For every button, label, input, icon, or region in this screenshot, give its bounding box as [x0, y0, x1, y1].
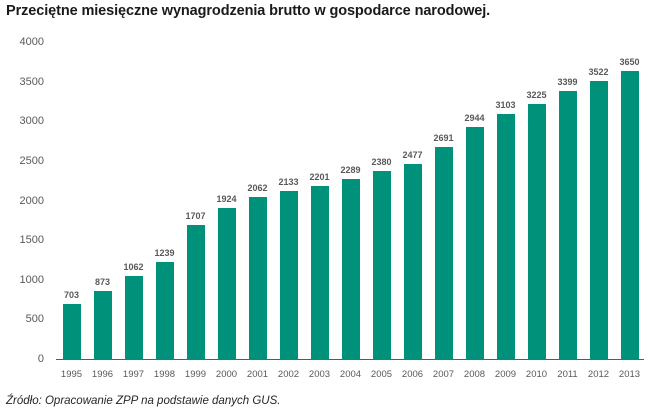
x-tick-label: 2011 — [557, 369, 578, 380]
bar-value-label: 3399 — [557, 76, 578, 87]
bar-value-label: 2133 — [278, 176, 299, 187]
x-tick-label: 2004 — [339, 369, 362, 380]
y-tick-label: 1500 — [19, 234, 44, 247]
x-tick-label: 2003 — [308, 369, 331, 380]
y-tick-label: 2000 — [19, 194, 44, 207]
y-tick-label: 2500 — [19, 154, 44, 167]
x-tick-label: 1995 — [60, 369, 83, 380]
bar-value-label: 3103 — [495, 100, 516, 111]
bar-value-label: 703 — [63, 290, 80, 301]
x-tick-label: 2007 — [432, 369, 455, 380]
source-note: Źródło: Opracowanie ZPP na podstawie dan… — [6, 395, 281, 407]
bar-value-label: 1924 — [216, 193, 237, 204]
bar-value-label: 3522 — [588, 66, 609, 77]
x-tick-label: 2001 — [246, 369, 269, 380]
y-tick-label: 1000 — [19, 273, 44, 286]
bar-value-label: 2201 — [309, 171, 330, 182]
bar — [279, 190, 298, 360]
x-tick-label: 2000 — [215, 369, 238, 380]
bar-value-label: 3650 — [619, 56, 640, 67]
x-tick-label: 1998 — [153, 369, 176, 380]
bar — [341, 178, 360, 360]
bar-value-label: 2477 — [402, 149, 423, 160]
x-tick-label: 2013 — [618, 369, 641, 380]
x-tick-label: 2005 — [370, 369, 393, 380]
x-tick-label: 1999 — [184, 369, 207, 380]
chart-title: Przeciętne miesięczne wynagrodzenia brut… — [6, 3, 491, 19]
bar — [403, 163, 422, 360]
bar — [124, 275, 143, 360]
bar-value-label: 1239 — [154, 247, 175, 258]
bar-value-label: 1062 — [123, 261, 144, 272]
x-tick-label: 1997 — [122, 369, 145, 380]
bar — [496, 114, 515, 360]
bar-value-label: 873 — [94, 276, 111, 287]
y-tick-label: 4000 — [19, 36, 44, 48]
x-tick-label: 2006 — [401, 369, 424, 380]
bar — [248, 196, 267, 360]
bar-value-label: 1707 — [185, 210, 206, 221]
bar — [527, 104, 546, 360]
bar — [62, 304, 81, 360]
bar — [620, 70, 639, 360]
x-tick-label: 2010 — [525, 369, 548, 380]
y-tick-label: 3000 — [19, 115, 44, 128]
y-tick-label: 0 — [37, 353, 44, 365]
bar — [186, 224, 205, 360]
bar — [155, 261, 174, 360]
x-tick-label: 2009 — [494, 369, 517, 380]
bar — [372, 171, 391, 360]
y-tick-label: 500 — [25, 313, 44, 326]
y-tick-label: 3500 — [19, 75, 44, 88]
x-tick-label: 1996 — [91, 369, 114, 380]
x-tick-label: 2012 — [587, 369, 610, 380]
bar-value-label: 2944 — [464, 112, 485, 123]
bar-value-label: 2289 — [340, 164, 361, 175]
x-tick-label: 2008 — [463, 369, 486, 380]
bar-value-label: 3225 — [526, 90, 547, 101]
bar — [558, 90, 577, 360]
bar — [465, 126, 484, 360]
bar-value-label: 2380 — [371, 157, 392, 168]
bar — [93, 290, 112, 360]
bar — [217, 207, 236, 360]
bar-value-label: 2691 — [433, 132, 454, 143]
bar — [310, 185, 329, 360]
bar-value-label: 2062 — [247, 182, 268, 193]
bar — [589, 80, 608, 360]
bar — [434, 146, 453, 360]
x-tick-label: 2002 — [277, 369, 300, 380]
